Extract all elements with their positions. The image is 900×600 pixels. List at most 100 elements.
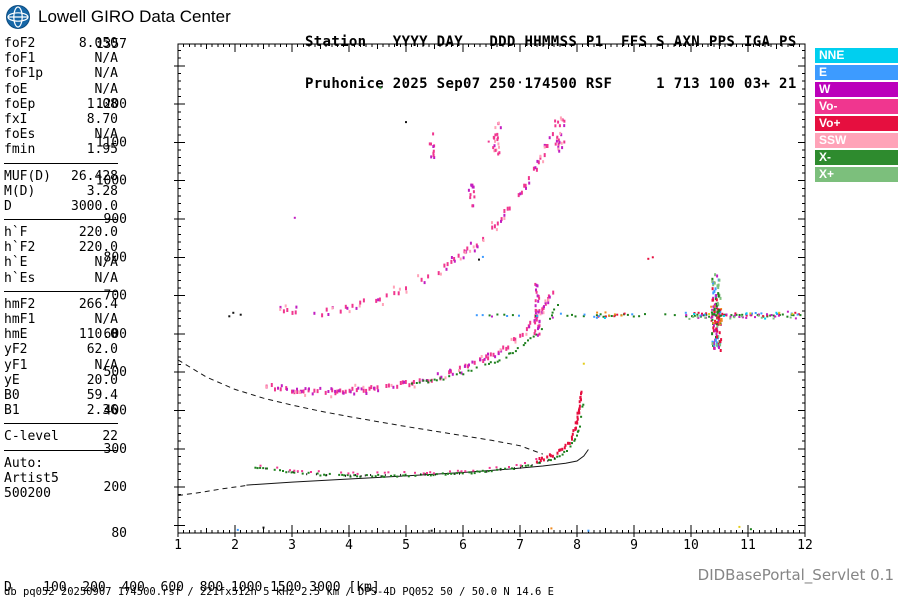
svg-text:900: 900 [104, 212, 127, 227]
svg-text:80: 80 [111, 526, 127, 541]
param-row: C-level 22 [4, 429, 118, 444]
panel-separator [4, 290, 118, 292]
param-row: foE N/A [4, 82, 118, 97]
legend-item-vominus: Vo- [815, 99, 898, 114]
param-label: yF1 [4, 357, 28, 373]
param-label: foF2 [4, 36, 36, 51]
param-row: h`F 220.0 [4, 225, 118, 240]
param-label: hmF2 [4, 296, 36, 312]
param-value: 266.4 [78, 296, 118, 312]
param-row: h`Es N/A [4, 271, 118, 286]
giro-logo-icon [6, 5, 30, 29]
svg-text:8: 8 [573, 538, 581, 553]
panel-text-line: Artist5 [4, 470, 59, 486]
ionogram-traces [177, 81, 802, 532]
svg-text:2: 2 [231, 538, 239, 553]
db-info-line: db pq052 20250907 174500.rsf / 221fx512h… [4, 586, 554, 598]
svg-text:1357: 1357 [96, 37, 127, 52]
param-value: 20.0 [86, 372, 118, 388]
param-row: yF1 N/A [4, 358, 118, 373]
param-label: MUF(D) [4, 168, 51, 184]
param-label: yF2 [4, 342, 28, 358]
param-value: 110.0 [78, 327, 118, 343]
param-value: 3.28 [86, 183, 118, 199]
param-row: D 3000.0 [4, 199, 118, 214]
param-value: N/A [94, 51, 118, 67]
param-value: 220.0 [78, 225, 118, 241]
param-value: 62.0 [86, 342, 118, 358]
legend-item-xminus: X- [815, 150, 898, 165]
param-row: fxI 8.70 [4, 112, 118, 127]
panel-text-line: 500200 [4, 485, 51, 501]
param-row: yE 20.0 [4, 373, 118, 388]
legend-item-voplus: Vo+ [815, 116, 898, 131]
parameter-panel: foF2 8.050 foF1 N/A foF1p N/A foE N/A foEp 1.08 fx… [4, 36, 118, 501]
svg-text:1: 1 [174, 538, 182, 553]
param-row: hmE 110.0 [4, 327, 118, 342]
param-label: foEp [4, 96, 36, 112]
param-row: fmin 1.95 [4, 142, 118, 157]
param-value: 2.36 [86, 403, 118, 419]
param-value: N/A [94, 270, 118, 286]
param-value: 1.95 [86, 142, 118, 158]
panel-separator [4, 162, 118, 164]
param-value: 26.428 [71, 168, 118, 184]
svg-text:200: 200 [104, 480, 127, 495]
param-label: hmF1 [4, 312, 36, 327]
param-row: B0 59.4 [4, 388, 118, 403]
station-header-line1: Station YYYY DAY DDD HHMMSS P1 FFS S AXN… [305, 34, 797, 50]
legend-item-nne: NNE [815, 48, 898, 63]
svg-text:6: 6 [459, 538, 467, 553]
param-label: B0 [4, 387, 20, 403]
svg-text:400: 400 [104, 403, 127, 418]
svg-text:9: 9 [630, 538, 638, 553]
param-row: foF1 N/A [4, 51, 118, 66]
svg-text:1100: 1100 [96, 135, 127, 150]
svg-text:5: 5 [402, 538, 410, 553]
svg-text:12: 12 [797, 538, 813, 553]
param-value: 8.70 [86, 111, 118, 127]
param-label: D [4, 198, 12, 214]
svg-text:1200: 1200 [96, 97, 127, 112]
svg-text:800: 800 [104, 250, 127, 265]
param-label: foF1p [4, 66, 44, 82]
param-label: fxI [4, 111, 28, 127]
param-row: yF2 62.0 [4, 342, 118, 357]
param-value: 59.4 [86, 387, 118, 403]
param-value: 3000.0 [71, 198, 118, 214]
param-label: B1 [4, 403, 20, 419]
param-row: M(D) 3.28 [4, 184, 118, 199]
param-row: hmF2 266.4 [4, 297, 118, 312]
param-label: h`E [4, 255, 28, 271]
param-value: 8.050 [78, 36, 118, 51]
param-row: foEs N/A [4, 127, 118, 142]
param-label: yE [4, 372, 20, 388]
legend-item-xplus: X+ [815, 167, 898, 182]
legend-item-w: W [815, 82, 898, 97]
param-value: N/A [94, 66, 118, 82]
svg-text:10: 10 [683, 538, 699, 553]
param-row: h`F2 220.0 [4, 240, 118, 255]
svg-text:1000: 1000 [96, 174, 127, 189]
param-label: C-level [4, 429, 59, 445]
param-label: foEs [4, 127, 36, 143]
svg-text:4: 4 [345, 538, 353, 553]
svg-text:11: 11 [740, 538, 756, 553]
svg-text:700: 700 [104, 289, 127, 304]
profile-baseline [246, 449, 589, 486]
param-row: foF2 8.050 [4, 36, 118, 51]
param-label: h`Es [4, 270, 36, 286]
param-row: B1 2.36 [4, 403, 118, 418]
param-value: N/A [94, 255, 118, 271]
legend-item-ssw: SSW [815, 133, 898, 148]
svg-text:600: 600 [104, 327, 127, 342]
param-value: 220.0 [78, 240, 118, 256]
svg-text:300: 300 [104, 442, 127, 457]
svg-text:500: 500 [104, 365, 127, 380]
giro-brand[interactable]: Lowell GIRO Data Center [5, 4, 231, 30]
param-row: foF1p N/A [4, 66, 118, 81]
legend-item-e: E [815, 65, 898, 80]
param-value: N/A [94, 81, 118, 97]
